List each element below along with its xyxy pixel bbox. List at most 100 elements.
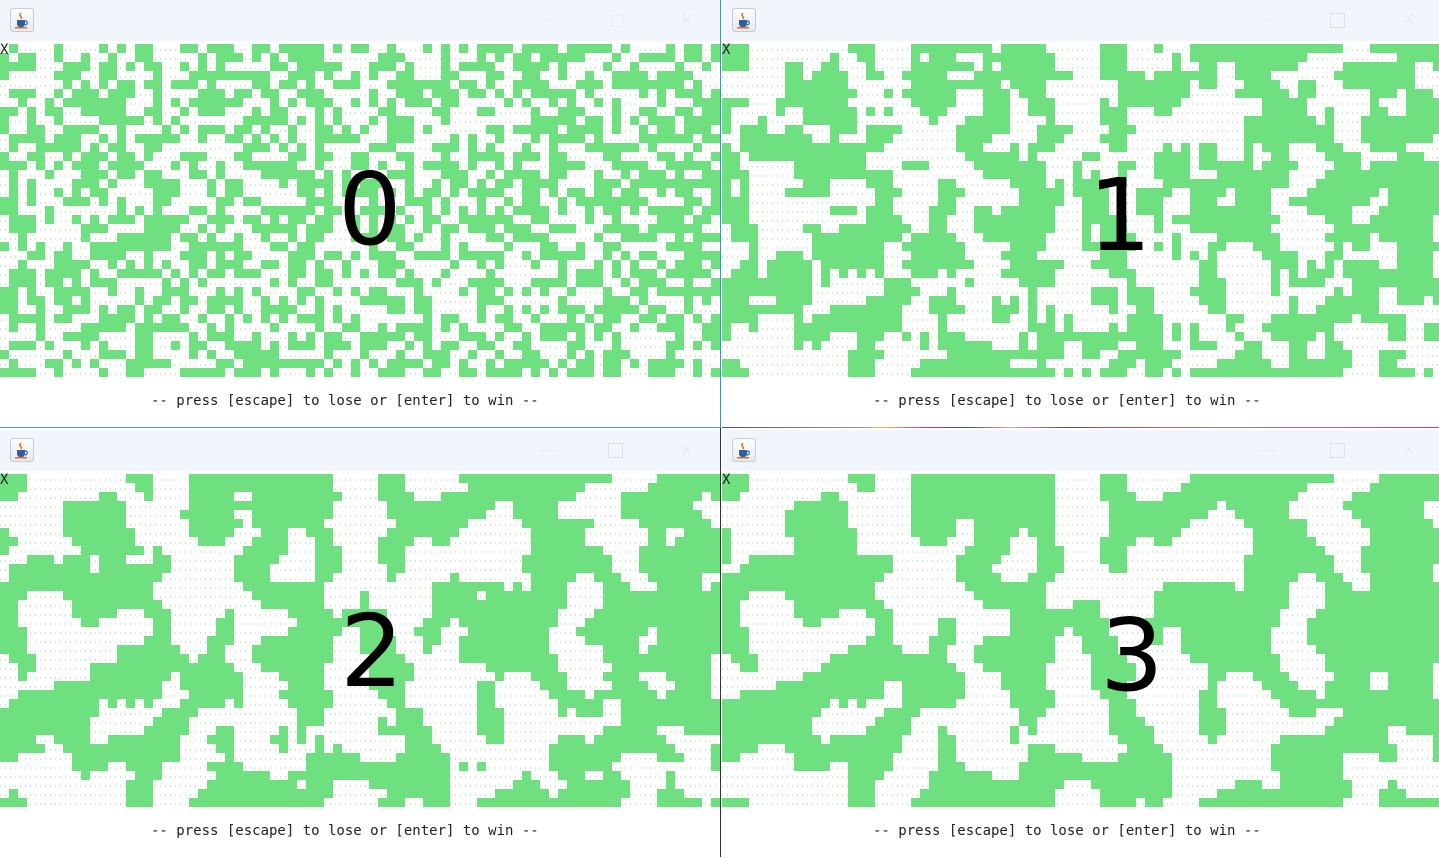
maximize-icon[interactable] xyxy=(1330,13,1345,28)
live-cell xyxy=(63,735,72,744)
maximize-icon[interactable]: □ xyxy=(608,11,626,29)
live-cell xyxy=(180,368,189,377)
live-cell xyxy=(603,368,612,377)
live-cell xyxy=(657,53,666,62)
live-cell xyxy=(639,501,648,510)
live-cell xyxy=(207,305,216,314)
live-cell xyxy=(108,573,117,582)
live-cell xyxy=(324,789,333,798)
minimize-icon[interactable]: — xyxy=(538,11,556,29)
live-cell xyxy=(54,735,63,744)
close-icon[interactable]: ✕ xyxy=(1400,441,1418,459)
live-cell xyxy=(126,735,135,744)
minimize-icon[interactable]: — xyxy=(538,441,556,459)
live-cell xyxy=(441,170,450,179)
live-cell xyxy=(884,197,893,206)
live-cell xyxy=(630,143,639,152)
live-cell xyxy=(153,771,162,780)
title-bar[interactable]: — ✕ xyxy=(0,430,720,471)
live-cell xyxy=(477,62,486,71)
live-cell xyxy=(387,762,396,771)
live-cell xyxy=(549,762,558,771)
live-cell xyxy=(207,519,216,528)
live-cell xyxy=(848,368,857,377)
live-cell xyxy=(72,287,81,296)
live-cell xyxy=(225,627,234,636)
life-grid[interactable]: X xyxy=(722,472,1439,812)
live-cell xyxy=(702,62,711,71)
live-cell xyxy=(189,672,198,681)
live-cell xyxy=(576,519,585,528)
live-cell xyxy=(477,224,486,233)
live-cell xyxy=(684,699,693,708)
minimize-icon[interactable]: — xyxy=(1260,11,1278,29)
live-cell xyxy=(522,341,531,350)
maximize-icon[interactable] xyxy=(608,443,623,458)
live-cell xyxy=(189,341,198,350)
title-bar[interactable]: — □ ✕ xyxy=(0,0,720,41)
live-cell xyxy=(711,107,720,116)
java-cup-icon[interactable] xyxy=(732,438,756,462)
live-cell xyxy=(171,654,180,663)
close-icon[interactable]: ✕ xyxy=(1400,11,1418,29)
live-cell xyxy=(288,224,297,233)
live-cell xyxy=(522,98,531,107)
live-cell xyxy=(576,53,585,62)
close-icon[interactable]: ✕ xyxy=(678,11,696,29)
live-cell xyxy=(1208,53,1217,62)
live-cell xyxy=(594,474,603,483)
live-cell xyxy=(189,296,198,305)
live-cell xyxy=(306,636,315,645)
live-cell xyxy=(1289,53,1298,62)
live-cell xyxy=(531,368,540,377)
live-cell xyxy=(702,107,711,116)
live-cell xyxy=(722,116,731,125)
live-cell xyxy=(603,296,612,305)
live-cell xyxy=(693,528,702,537)
live-cell xyxy=(1244,215,1253,224)
live-cell xyxy=(468,582,477,591)
title-bar[interactable]: — ✕ xyxy=(722,430,1439,471)
java-cup-icon[interactable] xyxy=(10,438,34,462)
live-cell xyxy=(1424,125,1433,134)
live-cell xyxy=(1199,215,1208,224)
maximize-icon[interactable] xyxy=(1330,443,1345,458)
live-cell xyxy=(1325,134,1334,143)
close-icon[interactable]: ✕ xyxy=(678,441,696,459)
java-cup-icon[interactable] xyxy=(732,8,756,32)
live-cell xyxy=(1433,242,1439,251)
live-cell xyxy=(18,269,27,278)
live-cell xyxy=(1280,251,1289,260)
live-cell xyxy=(369,62,378,71)
live-cell xyxy=(558,600,567,609)
live-cell xyxy=(225,483,234,492)
live-cell xyxy=(306,492,315,501)
title-bar[interactable]: — ✕ xyxy=(722,0,1439,41)
live-cell xyxy=(857,314,866,323)
live-cell xyxy=(621,224,630,233)
live-cell xyxy=(432,636,441,645)
minimize-icon[interactable]: — xyxy=(1260,441,1278,459)
live-cell xyxy=(495,251,504,260)
life-grid[interactable]: X xyxy=(722,42,1439,382)
live-cell xyxy=(612,744,621,753)
live-cell xyxy=(1010,80,1019,89)
live-cell xyxy=(920,260,929,269)
live-cell xyxy=(1253,179,1262,188)
live-cell xyxy=(558,134,567,143)
live-cell xyxy=(1388,474,1397,483)
live-cell xyxy=(531,573,540,582)
live-cell xyxy=(288,152,297,161)
live-cell xyxy=(531,564,540,573)
live-cell xyxy=(1235,206,1244,215)
live-cell xyxy=(1172,152,1181,161)
live-cell xyxy=(144,107,153,116)
live-cell xyxy=(207,242,216,251)
live-cell xyxy=(1208,251,1217,260)
live-cell xyxy=(405,269,414,278)
live-cell xyxy=(306,672,315,681)
live-cell xyxy=(531,125,540,134)
live-cell xyxy=(558,62,567,71)
java-cup-icon[interactable] xyxy=(10,8,34,32)
live-cell xyxy=(585,555,594,564)
